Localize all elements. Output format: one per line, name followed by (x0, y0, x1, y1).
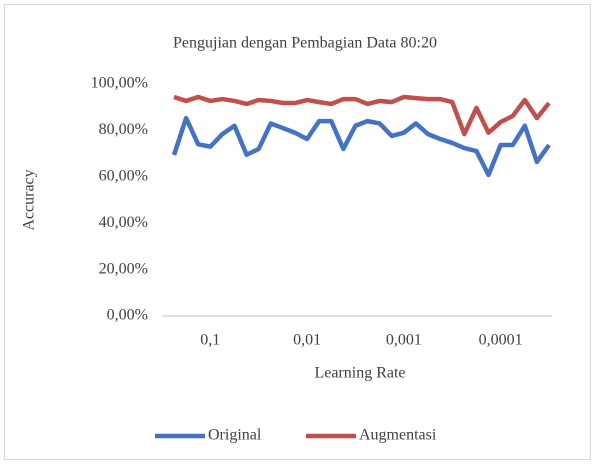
x-tick-label: 0,0001 (479, 332, 523, 349)
x-tick-label: 0,001 (386, 332, 422, 349)
x-tick-label: 0,1 (200, 332, 220, 349)
y-tick-label: 0,00% (107, 307, 148, 324)
y-tick-label: 80,00% (99, 121, 148, 138)
series-line (173, 94, 551, 137)
chart-frame (4, 4, 591, 460)
legend-label: Original (208, 427, 262, 444)
y-tick-label: 40,00% (99, 214, 148, 231)
y-tick-label: 20,00% (99, 260, 148, 277)
y-tick-label: 60,00% (99, 167, 148, 184)
x-tick-label: 0,01 (293, 332, 321, 349)
y-tick-label: 100,00% (91, 75, 148, 92)
x-axis-title: Learning Rate (314, 365, 405, 382)
legend-label: Augmentasi (359, 427, 437, 444)
y-axis-title: Accuracy (21, 169, 38, 230)
chart-title: Pengujian dengan Pembagian Data 80:20 (173, 35, 437, 52)
series-line (171, 115, 551, 178)
